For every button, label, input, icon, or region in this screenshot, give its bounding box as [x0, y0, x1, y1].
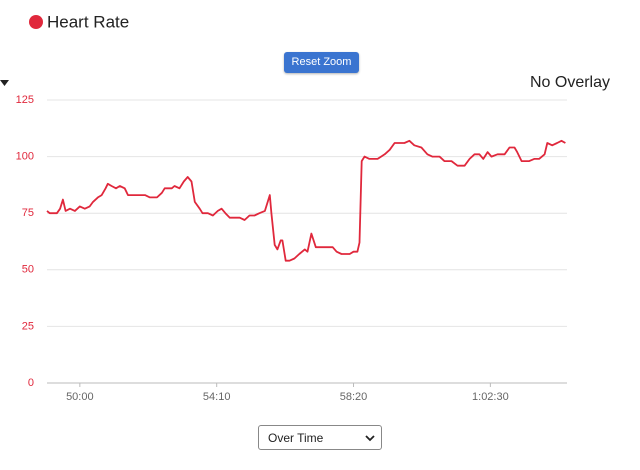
y-tick-label: 50	[22, 264, 34, 276]
y-tick-label: 25	[22, 320, 34, 332]
y-tick-label: 0	[28, 377, 34, 389]
legend-label: Heart Rate	[47, 12, 129, 31]
y-tick-label: 125	[16, 94, 34, 106]
y-tick-label: 100	[16, 151, 34, 163]
legend-marker	[29, 15, 43, 29]
mode-select[interactable]: Over Time	[258, 425, 382, 450]
x-tick-label: 1:02:30	[472, 391, 509, 403]
data-line	[46, 139, 566, 262]
y-tick-label: 75	[22, 207, 34, 219]
overlay-menu[interactable]: No Overlay	[529, 74, 610, 91]
mode-select-text: Over Time	[268, 431, 324, 445]
select-chevron	[365, 435, 375, 442]
x-tick-label: 50:00	[66, 391, 94, 403]
x-tick-label: 54:10	[203, 391, 231, 403]
dropdown-arrow	[0, 80, 9, 86]
reset-zoom-button[interactable]: Reset Zoom	[284, 52, 359, 73]
x-tick-label: 58:20	[340, 391, 368, 403]
